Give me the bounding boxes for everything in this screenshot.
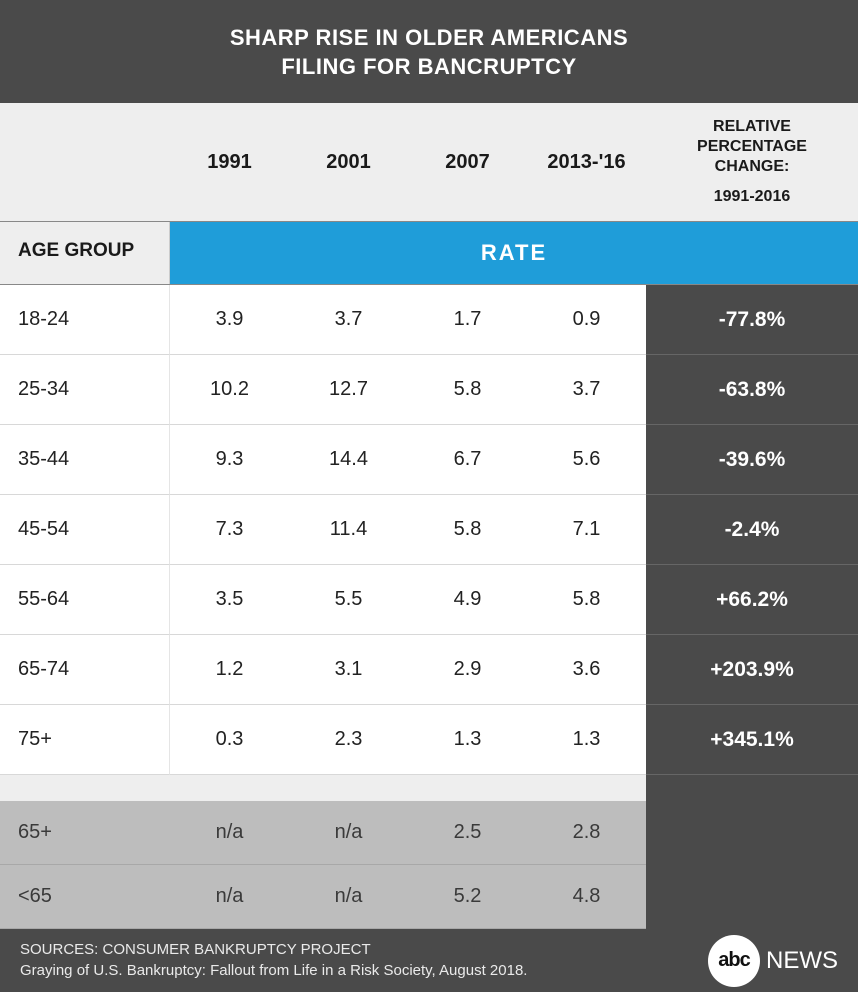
value-cell: 1.7 (408, 285, 527, 355)
change-header-line2: PERCENTAGE (654, 137, 850, 157)
infographic-container: SHARP RISE IN OLDER AMERICANS FILING FOR… (0, 0, 858, 992)
value-cell: 4.9 (408, 565, 527, 635)
table-row: 35-44 9.3 14.4 6.7 5.6 -39.6% (0, 425, 858, 495)
value-cell: 0.9 (527, 285, 646, 355)
age-cell: 35-44 (0, 425, 170, 495)
change-cell: +203.9% (646, 635, 858, 705)
value-cell: 5.8 (527, 565, 646, 635)
news-logo-text: NEWS (766, 947, 838, 975)
value-cell: 14.4 (289, 425, 408, 495)
rate-banner-row: AGE GROUP RATE (0, 221, 858, 285)
value-cell: 12.7 (289, 355, 408, 425)
value-cell: 5.8 (408, 355, 527, 425)
year-header-2001: 2001 (289, 103, 408, 221)
spacer-row (0, 775, 858, 801)
value-cell: 11.4 (289, 495, 408, 565)
table-row: 55-64 3.5 5.5 4.9 5.8 +66.2% (0, 565, 858, 635)
value-cell: 3.5 (170, 565, 289, 635)
table-row: 45-54 7.3 11.4 5.8 7.1 -2.4% (0, 495, 858, 565)
value-cell: 2.5 (408, 801, 527, 865)
header-spacer (0, 103, 170, 221)
table-row: 75+ 0.3 2.3 1.3 1.3 +345.1% (0, 705, 858, 775)
age-cell: <65 (0, 865, 170, 929)
age-cell: 18-24 (0, 285, 170, 355)
spacer-left (0, 775, 646, 801)
value-cell: 1.2 (170, 635, 289, 705)
year-header-2007: 2007 (408, 103, 527, 221)
data-rows: 18-24 3.9 3.7 1.7 0.9 -77.8% 25-34 10.2 … (0, 285, 858, 775)
summary-row: <65 n/a n/a 5.2 4.8 (0, 865, 858, 929)
value-cell: 5.8 (408, 495, 527, 565)
value-cell: 1.3 (408, 705, 527, 775)
change-cell: -39.6% (646, 425, 858, 495)
age-cell: 75+ (0, 705, 170, 775)
rate-label: RATE (170, 222, 858, 284)
value-cell: 3.1 (289, 635, 408, 705)
value-cell: 7.1 (527, 495, 646, 565)
value-cell: n/a (289, 801, 408, 865)
table-row: 25-34 10.2 12.7 5.8 3.7 -63.8% (0, 355, 858, 425)
value-cell: 2.3 (289, 705, 408, 775)
title-block: SHARP RISE IN OLDER AMERICANS FILING FOR… (0, 0, 858, 103)
age-cell: 25-34 (0, 355, 170, 425)
value-cell: 6.7 (408, 425, 527, 495)
sources-text: SOURCES: CONSUMER BANKRUPTCY PROJECT Gra… (20, 940, 527, 981)
year-header-2013-16: 2013-'16 (527, 103, 646, 221)
age-cell: 45-54 (0, 495, 170, 565)
title-line-2: FILING FOR BANCRUPTCY (20, 53, 838, 82)
value-cell: 5.5 (289, 565, 408, 635)
change-cell: -77.8% (646, 285, 858, 355)
change-header-line1: RELATIVE (654, 117, 850, 137)
footer: SOURCES: CONSUMER BANKRUPTCY PROJECT Gra… (0, 929, 858, 992)
value-cell: 1.3 (527, 705, 646, 775)
value-cell: n/a (170, 801, 289, 865)
abc-logo-icon: abc (708, 935, 760, 987)
value-cell: 5.2 (408, 865, 527, 929)
age-cell: 65-74 (0, 635, 170, 705)
value-cell: 10.2 (170, 355, 289, 425)
value-cell: 3.7 (527, 355, 646, 425)
change-cell: -63.8% (646, 355, 858, 425)
title-line-1: SHARP RISE IN OLDER AMERICANS (20, 24, 838, 53)
age-cell: 55-64 (0, 565, 170, 635)
change-header: RELATIVE PERCENTAGE CHANGE: 1991-2016 (646, 103, 858, 221)
change-cell-empty (646, 865, 858, 929)
value-cell: 2.9 (408, 635, 527, 705)
value-cell: 2.8 (527, 801, 646, 865)
change-cell: +345.1% (646, 705, 858, 775)
value-cell: 3.9 (170, 285, 289, 355)
value-cell: 3.6 (527, 635, 646, 705)
source-line-1: SOURCES: CONSUMER BANKRUPTCY PROJECT (20, 940, 527, 960)
value-cell: n/a (170, 865, 289, 929)
age-group-label: AGE GROUP (0, 222, 170, 284)
change-cell: +66.2% (646, 565, 858, 635)
value-cell: 7.3 (170, 495, 289, 565)
value-cell: n/a (289, 865, 408, 929)
abc-news-logo: abc NEWS (708, 935, 838, 987)
value-cell: 0.3 (170, 705, 289, 775)
change-cell-empty (646, 801, 858, 865)
value-cell: 9.3 (170, 425, 289, 495)
table-row: 18-24 3.9 3.7 1.7 0.9 -77.8% (0, 285, 858, 355)
value-cell: 5.6 (527, 425, 646, 495)
summary-row: 65+ n/a n/a 2.5 2.8 (0, 801, 858, 865)
value-cell: 4.8 (527, 865, 646, 929)
change-header-line4: 1991-2016 (654, 187, 850, 207)
year-header-1991: 1991 (170, 103, 289, 221)
spacer-right (646, 775, 858, 801)
table-row: 65-74 1.2 3.1 2.9 3.6 +203.9% (0, 635, 858, 705)
age-cell: 65+ (0, 801, 170, 865)
change-cell: -2.4% (646, 495, 858, 565)
value-cell: 3.7 (289, 285, 408, 355)
column-header-row: 1991 2001 2007 2013-'16 RELATIVE PERCENT… (0, 103, 858, 221)
change-header-line3: CHANGE: (654, 157, 850, 177)
source-line-2: Graying of U.S. Bankruptcy: Fallout from… (20, 961, 527, 981)
